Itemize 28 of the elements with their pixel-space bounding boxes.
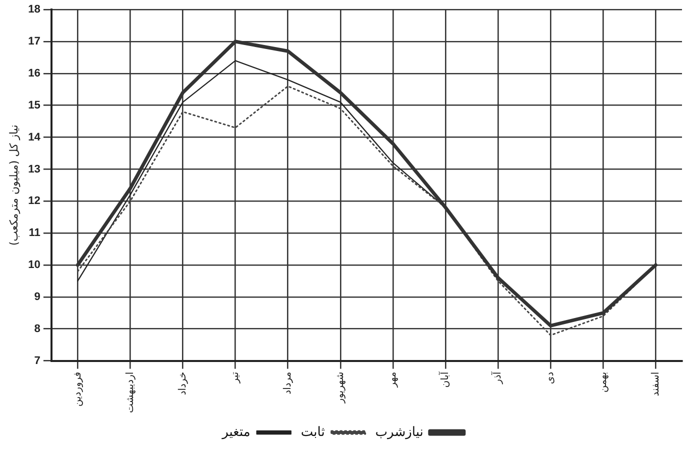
x-tick-label: اردیبهشت	[124, 372, 136, 414]
x-tick-label: مرداد	[282, 372, 294, 394]
y-tick-label: 13	[28, 163, 40, 176]
y-tick-label: 8	[34, 322, 40, 335]
x-tick-label: خرداد	[177, 372, 188, 396]
y-tick-label: 12	[28, 195, 40, 208]
x-tick-label: اسفند	[650, 372, 662, 396]
y-tick-label: 7	[34, 354, 40, 367]
y-tick-label: 16	[28, 67, 40, 80]
y-tick-label: 15	[28, 99, 40, 112]
x-tick-label: آبان	[438, 370, 452, 388]
y-tick-label: 9	[34, 290, 40, 303]
legend-label: نیازشرب	[375, 424, 424, 440]
y-tick-label: 18	[28, 4, 40, 16]
legend-label: متغیر	[221, 424, 250, 440]
x-tick-label: دی	[545, 372, 556, 384]
y-tick-label: 11	[28, 227, 40, 240]
legend-label: ثابت	[300, 424, 326, 440]
x-tick-label: آذر	[490, 370, 504, 385]
y-axis-title: نیاز کل (میلیون مترمکعب)	[7, 124, 20, 246]
x-tick-label: فروردین	[72, 372, 84, 407]
x-tick-label: مهر	[388, 372, 399, 388]
y-tick-label: 10	[28, 259, 40, 272]
x-tick-label: شهریور	[335, 372, 346, 404]
x-tick-label: تیر	[230, 372, 241, 384]
x-tick-label: بهمن	[598, 372, 609, 393]
y-tick-label: 14	[28, 131, 42, 144]
y-tick-label: 17	[28, 36, 40, 48]
